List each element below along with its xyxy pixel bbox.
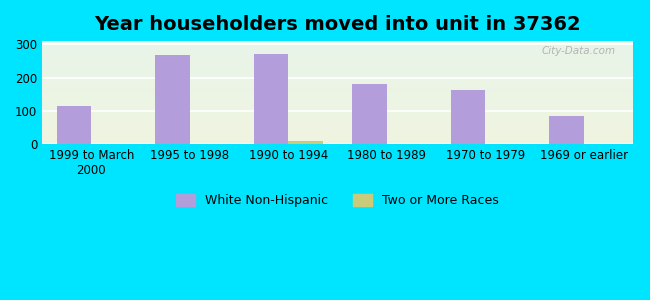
Bar <box>254 54 289 144</box>
Bar <box>450 90 485 144</box>
Bar <box>289 141 323 144</box>
Bar <box>57 106 92 144</box>
Title: Year householders moved into unit in 37362: Year householders moved into unit in 373… <box>94 15 581 34</box>
Bar <box>352 84 387 144</box>
Bar <box>549 116 584 144</box>
Legend: White Non-Hispanic, Two or More Races: White Non-Hispanic, Two or More Races <box>172 189 504 212</box>
Bar <box>155 55 190 144</box>
Text: City-Data.com: City-Data.com <box>541 46 615 56</box>
